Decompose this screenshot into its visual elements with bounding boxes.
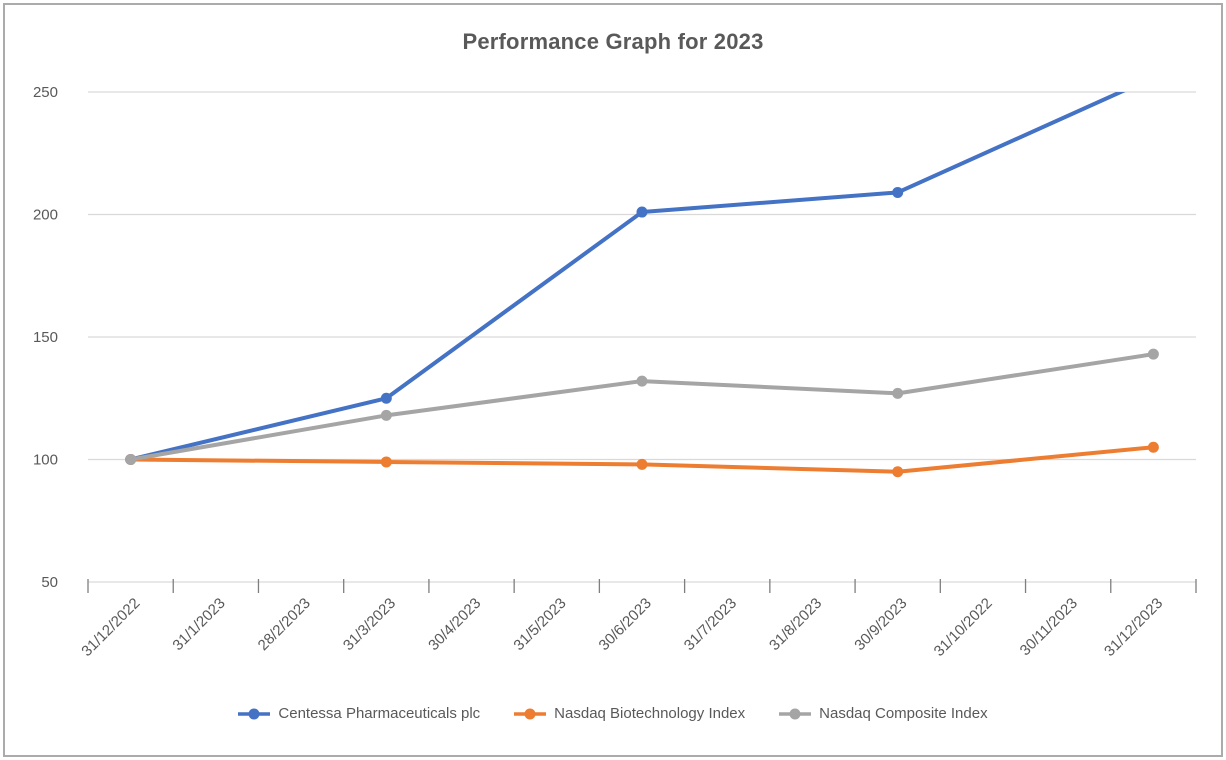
legend-line-marker-icon bbox=[514, 708, 547, 719]
x-axis-tick-label: 31/5/2023 bbox=[510, 595, 569, 654]
y-axis-tick-label: 150 bbox=[33, 329, 58, 346]
series-line bbox=[128, 92, 1126, 462]
legend-line-marker-icon bbox=[238, 708, 271, 719]
y-axis-tick-label: 250 bbox=[33, 84, 58, 101]
data-point-marker bbox=[892, 466, 904, 478]
legend-label: Nasdaq Composite Index bbox=[819, 705, 988, 722]
data-point-marker bbox=[636, 458, 648, 470]
x-axis-tick-label: 30/6/2023 bbox=[596, 595, 655, 654]
x-axis-tick-label: 31/12/2023 bbox=[1101, 595, 1166, 660]
data-point-marker bbox=[380, 409, 392, 421]
data-point-marker bbox=[380, 392, 392, 404]
data-point-marker bbox=[1147, 348, 1159, 360]
legend-line-marker-icon bbox=[779, 708, 812, 719]
y-axis-tick-label: 50 bbox=[41, 574, 58, 591]
data-point-marker bbox=[636, 375, 648, 387]
x-axis-tick-label: 30/11/2023 bbox=[1017, 595, 1081, 659]
x-axis-tick-label: 31/7/2023 bbox=[681, 595, 740, 654]
data-point-marker bbox=[1148, 72, 1159, 83]
x-axis-tick-label: 31/1/2023 bbox=[169, 595, 228, 654]
data-point-marker bbox=[892, 387, 904, 399]
legend-item: Nasdaq Biotechnology Index bbox=[514, 705, 745, 722]
y-axis-tick-label: 100 bbox=[33, 452, 58, 469]
legend-label: Nasdaq Biotechnology Index bbox=[554, 705, 746, 722]
x-axis-labels: 31/12/2022 31/1/2023 28/2/2023 31/3/2023 30/… bbox=[78, 595, 1166, 660]
data-point-marker bbox=[892, 186, 904, 198]
x-axis-tick-label: 31/10/2022 bbox=[931, 595, 996, 660]
chart-title: Performance Graph for 2023 bbox=[462, 29, 764, 54]
series-group bbox=[125, 72, 1159, 478]
y-axis-tick-label: 200 bbox=[33, 207, 58, 224]
legend-label: Centessa Pharmaceuticals plc bbox=[278, 705, 481, 722]
x-axis-tick-label: 31/3/2023 bbox=[340, 595, 399, 654]
data-point-marker bbox=[636, 206, 648, 218]
x-axis-tick-label: 30/4/2023 bbox=[425, 595, 484, 654]
legend-item: Nasdaq Composite Index bbox=[779, 705, 988, 722]
data-point-marker bbox=[380, 456, 392, 468]
gridlines: 250 200 150 100 50 bbox=[33, 84, 1196, 591]
x-axis-tick-label: 31/8/2023 bbox=[766, 595, 825, 654]
legend: Centessa Pharmaceuticals plc Nasdaq Biote… bbox=[0, 705, 1226, 722]
x-axis-ticks bbox=[87, 579, 1197, 593]
x-axis-tick-label: 28/2/2023 bbox=[255, 595, 314, 654]
legend-item: Centessa Pharmaceuticals plc bbox=[238, 705, 480, 722]
series-line bbox=[128, 352, 1156, 462]
data-point-marker bbox=[1147, 441, 1159, 453]
data-point-marker bbox=[125, 454, 137, 465]
x-axis-tick-label: 31/12/2022 bbox=[78, 595, 143, 660]
x-axis-tick-label: 30/9/2023 bbox=[851, 595, 910, 654]
